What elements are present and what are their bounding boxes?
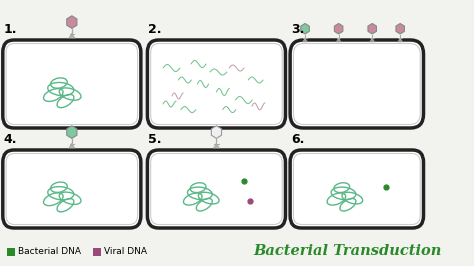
Text: Bacterial DNA: Bacterial DNA [18,247,81,256]
Text: 4.: 4. [4,133,17,146]
FancyBboxPatch shape [290,40,423,128]
Polygon shape [67,16,77,28]
Polygon shape [211,126,221,138]
FancyBboxPatch shape [3,150,141,228]
Text: 1.: 1. [4,23,17,36]
Bar [8,248,15,256]
Polygon shape [334,23,343,34]
Polygon shape [396,23,404,34]
FancyBboxPatch shape [147,40,285,128]
Polygon shape [301,23,310,34]
Text: 5.: 5. [148,133,162,146]
Text: 2.: 2. [148,23,162,36]
Polygon shape [469,54,474,63]
Text: 6.: 6. [291,133,304,146]
FancyBboxPatch shape [3,40,141,128]
Text: Viral DNA: Viral DNA [103,247,146,256]
Text: Bacterial Transduction: Bacterial Transduction [254,244,442,258]
Polygon shape [368,23,376,34]
FancyBboxPatch shape [290,150,423,228]
FancyBboxPatch shape [147,150,285,228]
Bar [93,248,101,256]
Polygon shape [67,126,77,138]
Text: 3.: 3. [291,23,304,36]
